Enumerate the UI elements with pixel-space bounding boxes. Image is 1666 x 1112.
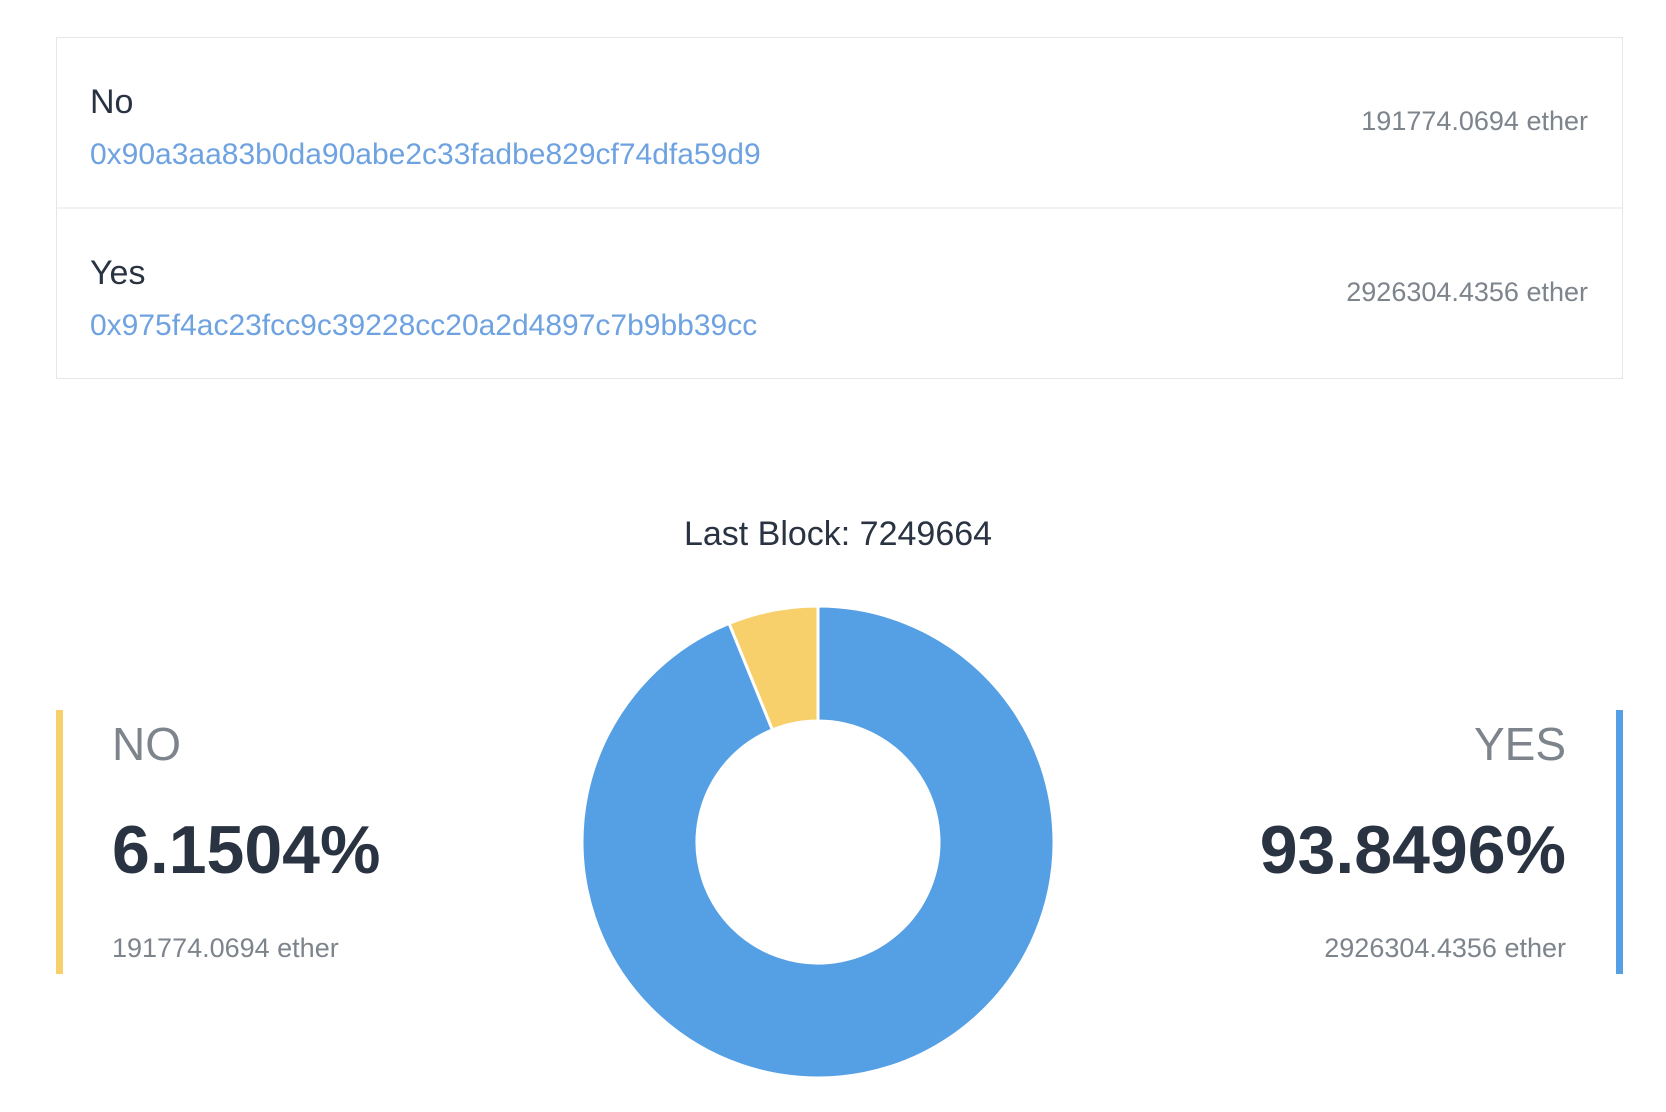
option-address[interactable]: 0x975f4ac23fcc9c39228cc20a2d4897c7b9bb39…: [90, 309, 757, 342]
option-amount: 191774.0694 ether: [1361, 106, 1588, 136]
option-name: No: [90, 83, 133, 121]
legend-amount: 2926304.4356 ether: [1324, 933, 1566, 963]
chart-title: Last Block: 7249664: [684, 515, 992, 553]
legend-bar: [1616, 710, 1623, 974]
legend-name: NO: [112, 718, 181, 770]
legend-bar: [56, 710, 63, 974]
legend-amount: 191774.0694 ether: [112, 933, 339, 963]
option-amount: 2926304.4356 ether: [1346, 277, 1588, 307]
legend-name: YES: [1474, 718, 1566, 770]
donut-slice: [580, 604, 1056, 1080]
legend-percent: 6.1504%: [112, 812, 380, 888]
option-address[interactable]: 0x90a3aa83b0da90abe2c33fadbe829cf74dfa59…: [90, 138, 761, 171]
legend-percent: 93.8496%: [1260, 812, 1566, 888]
option-name: Yes: [90, 254, 145, 292]
